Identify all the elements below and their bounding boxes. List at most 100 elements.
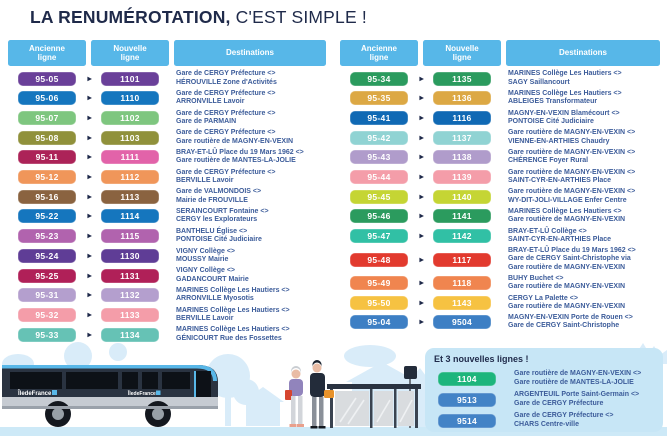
table-row: 95-24 ▶ 1130 VIGNY Collège <> MOUSSY Mairie (8, 247, 326, 264)
new-line-cell: 1135 (423, 71, 501, 86)
destination-line: Gare routière de MANTES-LA-JOLIE (176, 157, 296, 165)
new-line-cell: 1134 (91, 327, 169, 342)
destination-text: MARINES Collège Les Hautiers <> GÉNICOURT… (174, 326, 326, 343)
new-lines-panel: Et 3 nouvelles lignes ! 1104 Gare routièr… (425, 348, 663, 432)
table-row: 95-33 ▶ 1134 MARINES Collège Les Hautiers <… (8, 326, 326, 343)
new-line-cell: 1137 (423, 130, 501, 145)
old-line-cell: 95-16 ▶ (8, 189, 92, 204)
destination-text: VIGNY Collège <> GADANCOURT Mairie (174, 267, 326, 284)
old-line-cell: 95-05 ▶ (8, 71, 92, 86)
new-line-badge: 1132 (101, 288, 159, 303)
destination-text: MAGNY-EN-VEXIN Blamécourt <> PONTOISE Cit… (506, 110, 660, 127)
header-text: ligne (37, 53, 57, 62)
destination-text: MARINES Collège Les Hautiers <> ARRONVILL… (174, 287, 326, 304)
new-line-badge: 1112 (101, 170, 159, 185)
destination-text: Gare de CERGY Préfecture <> HÉROUVILLE Zo… (174, 70, 326, 87)
destination-line: Gare routière de MAGNY-EN-VEXIN <> (508, 168, 636, 176)
table-row: 95-35 ▶ 1136 MARINES Collège Les Hautiers <… (340, 90, 660, 107)
old-line-badge: 95-25 (18, 268, 76, 283)
page-title-regular: C'EST SIMPLE ! (230, 7, 367, 27)
table-row: 95-41 ▶ 1116 MAGNY-EN-VEXIN Blamécourt <> PO… (340, 109, 660, 126)
old-line-badge: 95-22 (18, 209, 76, 224)
destination-line: ARRONVILLE Myosotis (176, 295, 254, 303)
new-line-cell: 1143 (423, 295, 501, 310)
old-line-cell: 95-35 ▶ (340, 91, 424, 106)
old-line-badge: 95-07 (18, 111, 76, 126)
new-line-badge: 1118 (433, 276, 491, 291)
destination-text: Gare routière de MAGNY-EN-VEXIN <> WY-DIT… (506, 188, 660, 205)
old-line-badge: 95-34 (350, 71, 408, 86)
arrow-right-icon: ▶ (87, 332, 92, 339)
new-line-cell: 1117 (423, 252, 501, 267)
new-line-cell: 1142 (423, 229, 501, 244)
arrow-right-icon: ▶ (419, 115, 424, 122)
ground (0, 427, 667, 436)
table-rows-right: 95-34 ▶ 1135 MARINES Collège Les Hautiers <… (340, 70, 660, 331)
old-line-cell: 95-24 ▶ (8, 248, 92, 263)
old-line-cell: 95-06 ▶ (8, 91, 92, 106)
new-line-badge: 1139 (433, 170, 491, 185)
arrow-right-icon: ▶ (419, 154, 424, 161)
new-line-cell: 1132 (91, 288, 169, 303)
destination-line: Gare routière de MAGNY-EN-VEXIN (176, 137, 294, 145)
destination-line: Gare de CERGY Préfecture (514, 399, 604, 407)
table-rows-left: 95-05 ▶ 1101 Gare de CERGY Préfecture <> HÉR… (8, 70, 326, 343)
header-text: ligne (369, 53, 389, 62)
old-line-cell: 95-33 ▶ (8, 327, 92, 342)
new-line-badge: 1136 (433, 91, 491, 106)
destination-line: Gare routière de MAGNY-EN-VEXIN <> (508, 129, 636, 137)
new-line-badge: 1115 (101, 229, 159, 244)
old-line-badge: 95-24 (18, 248, 76, 263)
bus-stop-sign-icon (404, 366, 417, 379)
destination-line: MARINES Collège Les Hautiers <> (508, 90, 622, 98)
new-line-cell: 1141 (423, 209, 501, 224)
header-text: Ancienne (28, 43, 65, 53)
destination-line: SERAINCOURT Fontaine <> (176, 208, 269, 216)
old-line-cell: 95-32 ▶ (8, 307, 92, 322)
new-line-badge: 1138 (433, 150, 491, 165)
arrow-right-icon: ▶ (87, 174, 92, 181)
destination-text: Gare de CERGY Préfecture <> CHARS Centre-… (504, 412, 654, 429)
old-line-cell: 95-12 ▶ (8, 170, 92, 185)
destination-line: SAINT-CYR-EN-ARTHIES Place (508, 177, 612, 185)
old-line-badge: 95-48 (350, 252, 408, 267)
arrow-right-icon: ▶ (87, 135, 92, 142)
old-line-cell: 95-46 ▶ (340, 209, 424, 224)
old-line-badge: 95-04 (350, 315, 408, 330)
arrow-right-icon: ▶ (87, 213, 92, 220)
destination-line: Gare routière de MAGNY-EN-VEXIN <> (508, 188, 636, 196)
table-row: 95-49 ▶ 1118 BUHY Buchet <> Gare routière de… (340, 274, 660, 291)
page-title-bold: LA RENUMÉROTATION, (30, 7, 231, 27)
destination-line: VIENNE-EN-ARTHIES Chaudry (508, 137, 610, 145)
old-line-cell: 95-49 ▶ (340, 276, 424, 291)
arrow-right-icon: ▶ (419, 280, 424, 287)
arrow-right-icon: ▶ (419, 233, 424, 240)
table-header-row: Ancienne ligne Nouvelle ligne Destinatio… (8, 40, 326, 66)
table-row: 95-12 ▶ 1112 Gare de CERGY Préfecture <> BER… (8, 168, 326, 185)
new-line-badge: 1102 (101, 111, 159, 126)
arrow-right-icon: ▶ (419, 319, 424, 326)
old-line-badge: 95-33 (18, 327, 76, 342)
destination-line: MOUSSY Mairie (176, 255, 229, 263)
new-line-badge: 1137 (433, 130, 491, 145)
destination-line: BERVILLE Lavoir (176, 314, 234, 322)
new-line-row: 9513 ARGENTEUIL Porte Saint-Germain <> Gar… (434, 389, 654, 410)
destination-line: CHARS Centre-ville (514, 420, 579, 428)
pedestrians (285, 360, 334, 429)
destination-line: HÉROUVILLE Zone d'Activités (176, 78, 277, 86)
old-line-badge: 95-44 (350, 170, 408, 185)
new-line-badge: 1131 (101, 268, 159, 283)
destination-text: MARINES Collège Les Hautiers <> BERVILLE … (174, 307, 326, 324)
new-lines-title: Et 3 nouvelles lignes ! (434, 354, 529, 364)
header-text: Nouvelle (445, 43, 479, 53)
new-line-cell: 1118 (423, 276, 501, 291)
new-line-row: 1104 Gare routière de MAGNY-EN-VEXIN <> Ga… (434, 368, 654, 389)
arrow-right-icon: ▶ (87, 194, 92, 201)
destination-text: Gare routière de MAGNY-EN-VEXIN <> SAINT-… (506, 169, 660, 186)
destination-text: BANTHELU Église <> PONTOISE Cité Judiciai… (174, 228, 326, 245)
arrow-right-icon: ▶ (87, 154, 92, 161)
arrow-right-icon: ▶ (419, 95, 424, 102)
old-line-badge: 95-45 (350, 189, 408, 204)
arrow-right-icon: ▶ (87, 253, 92, 260)
destination-text: BRAY-ET-LÛ Place du 19 Mars 1962 <> Gare … (174, 149, 326, 166)
